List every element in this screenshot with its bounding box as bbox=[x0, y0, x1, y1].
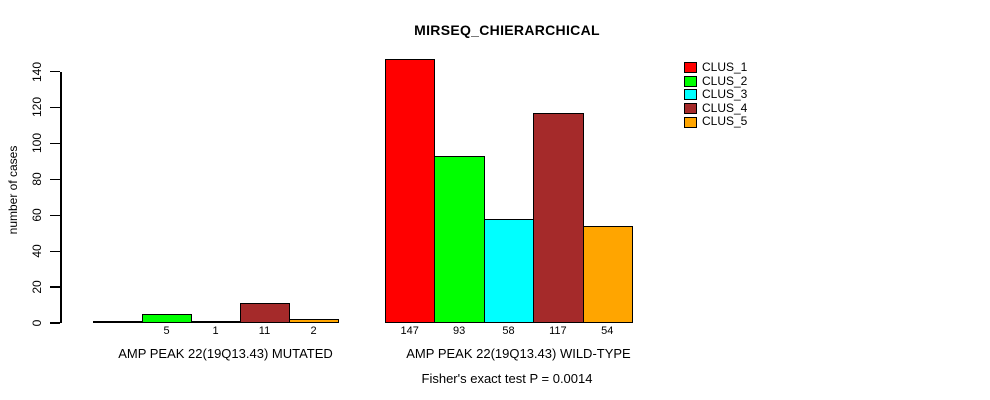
legend-entry-clus_3: CLUS_3 bbox=[684, 88, 747, 102]
bar-count-label: 58 bbox=[502, 325, 515, 337]
legend-swatch-icon bbox=[684, 116, 697, 128]
y-tick bbox=[50, 250, 60, 252]
bar-clus_5 bbox=[582, 225, 633, 323]
bar-clus_2 bbox=[434, 155, 485, 323]
legend-swatch-icon bbox=[684, 75, 697, 87]
y-tick bbox=[50, 286, 60, 288]
x-axis-group-label: AMP PEAK 22(19Q13.43) WILD-TYPE bbox=[406, 345, 631, 361]
y-tick bbox=[50, 214, 60, 216]
y-tick-label: 20 bbox=[30, 280, 44, 294]
legend-swatch-icon bbox=[684, 103, 697, 115]
legend-entry-clus_5: CLUS_5 bbox=[684, 115, 747, 129]
bar-count-label: 54 bbox=[601, 325, 614, 337]
bar-clus_3 bbox=[191, 321, 241, 324]
legend-label: CLUS_1 bbox=[702, 60, 748, 74]
fisher-test-annotation: Fisher's exact test P = 0.0014 bbox=[421, 371, 593, 386]
bar-count-label: 93 bbox=[452, 325, 466, 337]
bar-clus_4 bbox=[533, 112, 584, 323]
y-tick-label: 60 bbox=[30, 208, 44, 222]
y-tick bbox=[50, 178, 60, 180]
bar-count-label: 117 bbox=[549, 325, 567, 337]
legend-label: CLUS_2 bbox=[702, 73, 748, 88]
y-tick-label: 100 bbox=[30, 133, 44, 154]
legend-entry-clus_1: CLUS_1 bbox=[684, 60, 748, 75]
bar-count-label: 1 bbox=[212, 325, 219, 337]
bar-count-label: 2 bbox=[310, 325, 317, 337]
legend-swatch-icon bbox=[684, 89, 697, 101]
bar-clus_1 bbox=[385, 58, 436, 323]
chart-title: MIRSEQ_CHIERARCHICAL bbox=[414, 22, 600, 38]
legend-entry-clus_2: CLUS_2 bbox=[684, 73, 748, 89]
y-tick-label: 80 bbox=[30, 172, 44, 186]
legend: CLUS_1 CLUS_2 CLUS_3 CLUS_4 CLUS_5 bbox=[684, 60, 748, 129]
y-tick-label: 140 bbox=[30, 61, 44, 82]
bar-count-label: 147 bbox=[400, 325, 419, 337]
bar-clus_4 bbox=[240, 303, 290, 323]
y-tick-label: 0 bbox=[30, 319, 44, 327]
bar-count-label: 11 bbox=[258, 325, 271, 337]
y-tick-label: 120 bbox=[30, 97, 44, 118]
y-tick bbox=[50, 106, 60, 109]
y-tick-label: 40 bbox=[30, 244, 44, 258]
y-tick bbox=[50, 70, 60, 73]
x-axis-group-label: AMP PEAK 22(19Q13.43) MUTATED bbox=[118, 345, 333, 361]
y-axis bbox=[60, 71, 62, 323]
y-tick bbox=[50, 322, 60, 324]
y-axis-label: number of cases bbox=[6, 145, 20, 235]
legend-label: CLUS_3 bbox=[702, 87, 748, 102]
legend-label: CLUS_4 bbox=[702, 100, 748, 115]
bar-clus_3 bbox=[483, 218, 535, 323]
y-tick bbox=[50, 142, 60, 144]
legend-entry-clus_4: CLUS_4 bbox=[684, 100, 748, 116]
bar-count-label: 5 bbox=[163, 325, 170, 337]
legend-label: CLUS_5 bbox=[702, 114, 748, 129]
bar-clus_2 bbox=[142, 314, 192, 323]
legend-swatch-icon bbox=[684, 62, 697, 74]
bar-clus_5 bbox=[289, 319, 339, 323]
